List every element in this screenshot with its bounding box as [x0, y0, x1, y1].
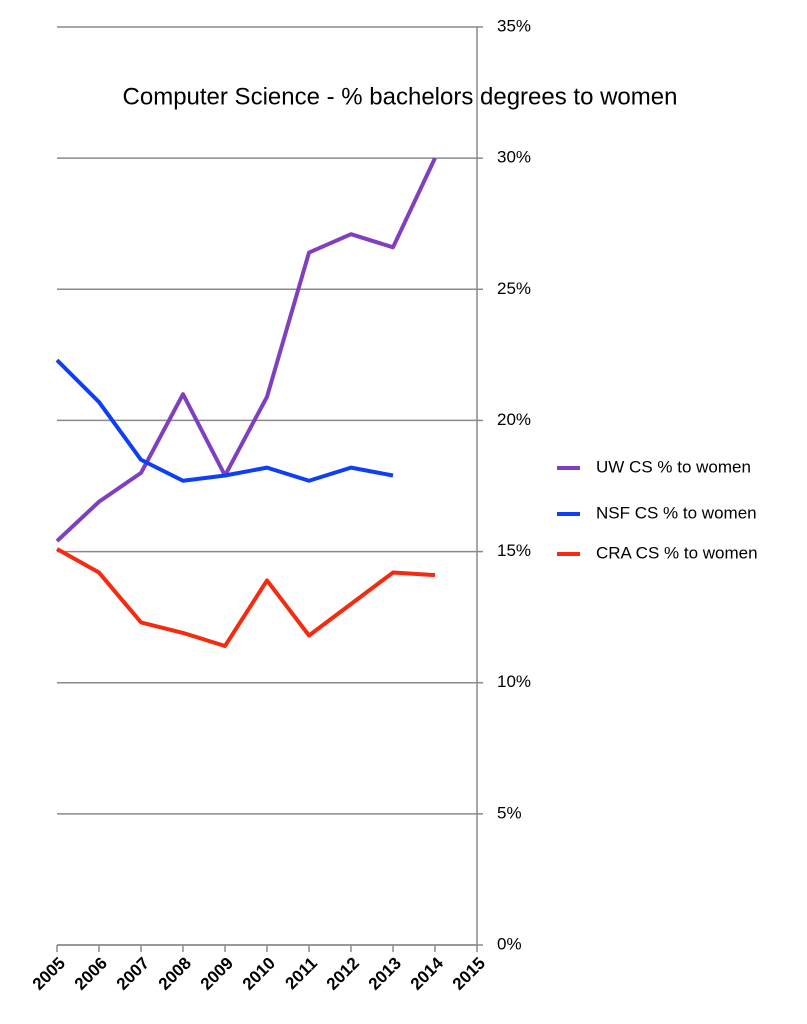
y-tick-label: 0% — [497, 934, 522, 953]
y-tick-label: 15% — [497, 541, 531, 560]
legend-label: UW CS % to women — [596, 457, 751, 476]
series-line — [56, 547, 436, 648]
y-tick-label: 10% — [497, 672, 531, 691]
series-line — [55, 157, 437, 543]
y-tick-label: 35% — [497, 16, 531, 35]
y-tick-label: 5% — [497, 803, 522, 822]
legend-label: CRA CS % to women — [596, 543, 758, 562]
chart-title: Computer Science - % bachelors degrees t… — [123, 83, 678, 110]
legend-label: NSF CS % to women — [596, 503, 757, 522]
y-tick-label: 30% — [497, 148, 531, 167]
y-tick-label: 20% — [497, 410, 531, 429]
series-line — [55, 358, 394, 483]
y-tick-label: 25% — [497, 279, 531, 298]
